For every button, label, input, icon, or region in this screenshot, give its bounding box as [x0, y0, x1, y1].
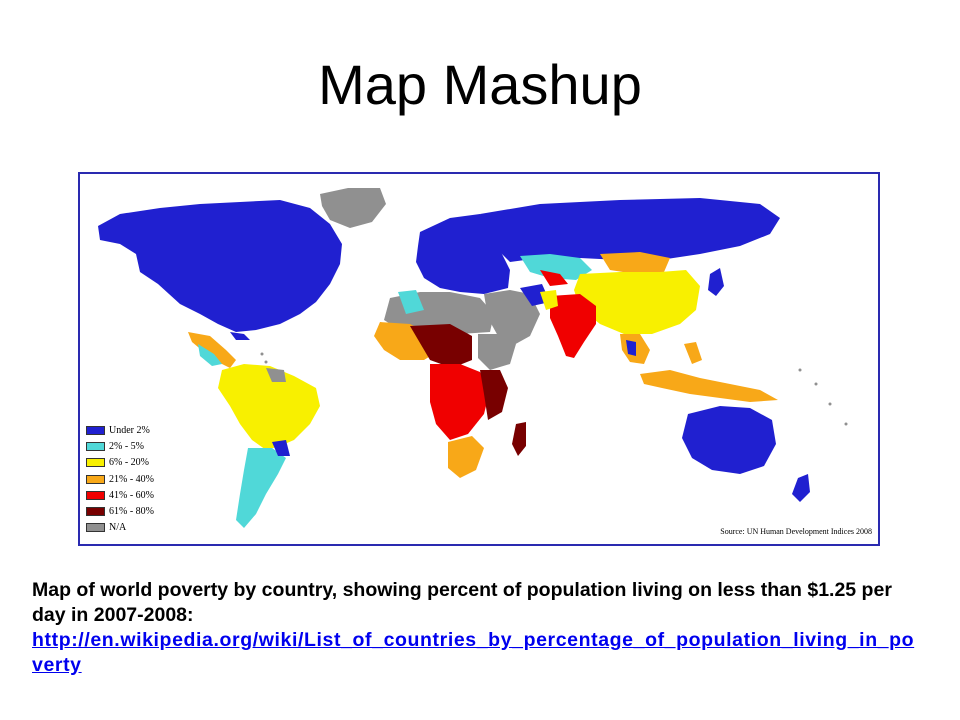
legend-label: 21% - 40% — [109, 473, 154, 485]
slide-title: Map Mashup — [318, 53, 642, 116]
wikipedia-link[interactable]: http://en.wikipedia.org/wiki/List_of_cou… — [32, 629, 915, 676]
legend-label: 41% - 60% — [109, 489, 154, 501]
region-greenland — [320, 188, 386, 228]
region-south-america-south — [236, 448, 286, 528]
legend-item: 2% - 5% — [86, 438, 154, 454]
region-southern-africa — [448, 436, 484, 478]
legend-item: 41% - 60% — [86, 487, 154, 503]
region-south-america-north — [218, 364, 320, 450]
region-indonesia — [640, 370, 778, 402]
legend-item: N/A — [86, 520, 154, 536]
world-poverty-map: Under 2% 2% - 5% 6% - 20% 21% - 40% 41% … — [78, 172, 880, 546]
region-china — [574, 270, 700, 334]
legend-swatch — [86, 474, 105, 484]
region-sahel — [410, 324, 472, 368]
region-north-america — [98, 200, 342, 332]
pacific-island — [828, 402, 832, 406]
region-uzbekistan — [540, 270, 568, 286]
region-australia — [682, 406, 776, 474]
legend-item: 21% - 40% — [86, 471, 154, 487]
legend-item: 61% - 80% — [86, 503, 154, 519]
region-horn-of-africa — [478, 334, 516, 370]
region-caribbean — [230, 332, 250, 340]
map-legend: Under 2% 2% - 5% 6% - 20% 21% - 40% 41% … — [86, 422, 154, 536]
region-kazakhstan — [520, 254, 592, 280]
pacific-island — [264, 360, 268, 364]
pacific-island — [814, 382, 818, 386]
legend-swatch — [86, 441, 105, 451]
region-middle-east — [484, 290, 540, 346]
legend-label: 2% - 5% — [109, 440, 144, 452]
region-central-america-2 — [198, 344, 222, 366]
region-mongolia — [600, 252, 670, 274]
map-source: Source: UN Human Development Indices 200… — [720, 527, 872, 536]
region-madagascar — [512, 422, 526, 456]
region-india — [550, 294, 596, 358]
region-guianas — [266, 368, 286, 382]
region-japan — [708, 268, 724, 296]
legend-label: 6% - 20% — [109, 457, 149, 469]
legend-label: 61% - 80% — [109, 506, 154, 518]
region-central-africa — [430, 364, 490, 440]
region-iran — [520, 284, 550, 306]
caption-text: Map of world poverty by country, showing… — [32, 579, 892, 626]
region-paraguay — [272, 440, 290, 456]
pacific-island — [844, 422, 848, 426]
legend-swatch — [86, 490, 105, 500]
legend-swatch — [86, 523, 105, 533]
region-east-africa — [480, 370, 508, 420]
pacific-island — [798, 368, 802, 372]
pacific-island — [260, 352, 264, 356]
region-pakistan — [540, 290, 558, 310]
region-europe — [416, 214, 510, 294]
legend-swatch — [86, 458, 105, 468]
legend-swatch — [86, 425, 105, 435]
region-algeria-morocco — [398, 290, 424, 314]
legend-label: N/A — [109, 522, 127, 534]
world-map-graphic — [98, 188, 848, 528]
legend-item: 6% - 20% — [86, 455, 154, 471]
legend-label: Under 2% — [109, 424, 150, 436]
legend-swatch — [86, 507, 105, 517]
region-new-zealand — [792, 474, 810, 502]
region-philippines — [684, 342, 702, 364]
region-russia — [480, 198, 780, 262]
region-thailand — [626, 340, 636, 356]
map-caption: Map of world poverty by country, showing… — [32, 578, 922, 678]
legend-item: Under 2% — [86, 422, 154, 438]
region-central-america — [188, 332, 236, 368]
